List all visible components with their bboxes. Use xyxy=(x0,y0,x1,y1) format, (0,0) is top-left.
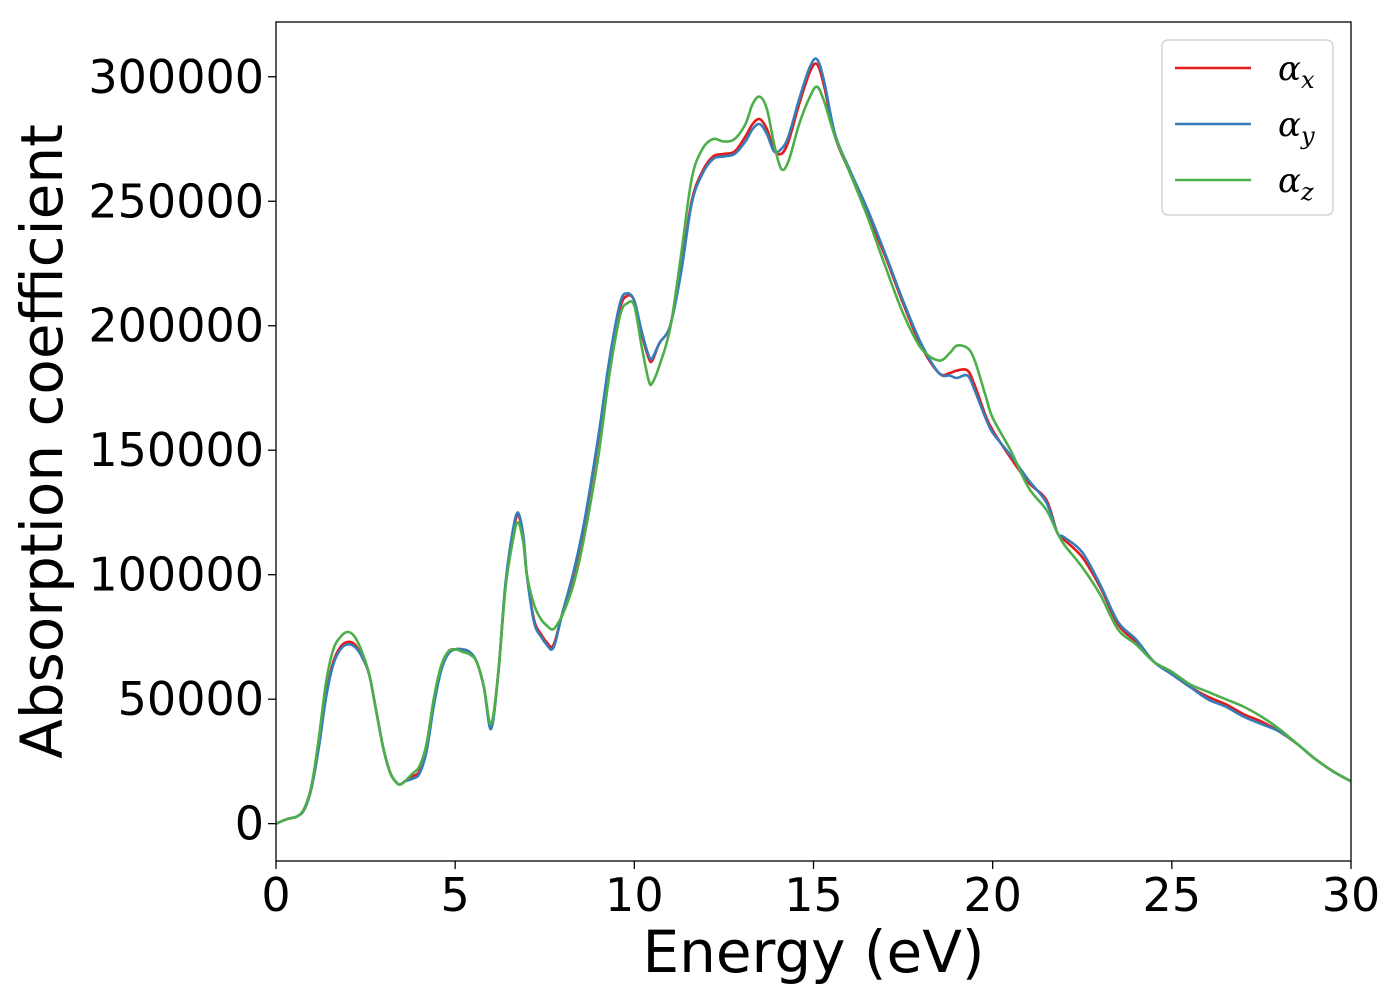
y-tick-label: 0 xyxy=(235,797,264,851)
legend-label-y: αy xyxy=(1278,105,1315,150)
y-axis: 0 50000 100000 150000 200000 250000 300000 xyxy=(88,50,276,851)
x-tick-label: 20 xyxy=(963,868,1022,922)
x-tick-label: 5 xyxy=(441,868,470,922)
legend-subscript: y xyxy=(1300,122,1315,150)
legend-label-z: αz xyxy=(1278,161,1314,206)
x-tick-label: 25 xyxy=(1143,868,1202,922)
legend-symbol: α xyxy=(1278,49,1301,89)
legend-subscript: x xyxy=(1301,66,1315,94)
legend-subscript: z xyxy=(1300,178,1314,206)
x-tick-label: 10 xyxy=(605,868,664,922)
y-tick-label: 100000 xyxy=(88,548,264,602)
y-tick-label: 50000 xyxy=(118,672,264,726)
series-line-z xyxy=(276,85,1351,825)
x-axis-title: Energy (eV) xyxy=(642,918,984,986)
x-tick-label: 15 xyxy=(784,868,843,922)
x-tick-label: 30 xyxy=(1322,868,1381,922)
legend-symbol: α xyxy=(1278,105,1301,145)
legend-symbol: α xyxy=(1278,161,1301,201)
legend-box xyxy=(1161,39,1334,216)
legend-label-x: αx xyxy=(1278,49,1315,94)
y-tick-label: 200000 xyxy=(88,299,264,353)
y-tick-label: 150000 xyxy=(88,423,264,477)
x-axis: 0 5 10 15 20 25 30 xyxy=(261,861,1380,922)
x-tick-label: 0 xyxy=(261,868,290,922)
y-tick-label: 300000 xyxy=(88,50,264,104)
series-layer xyxy=(276,57,1351,825)
y-tick-label: 250000 xyxy=(88,174,264,228)
y-axis-title: Absorption coefficient xyxy=(8,124,76,759)
